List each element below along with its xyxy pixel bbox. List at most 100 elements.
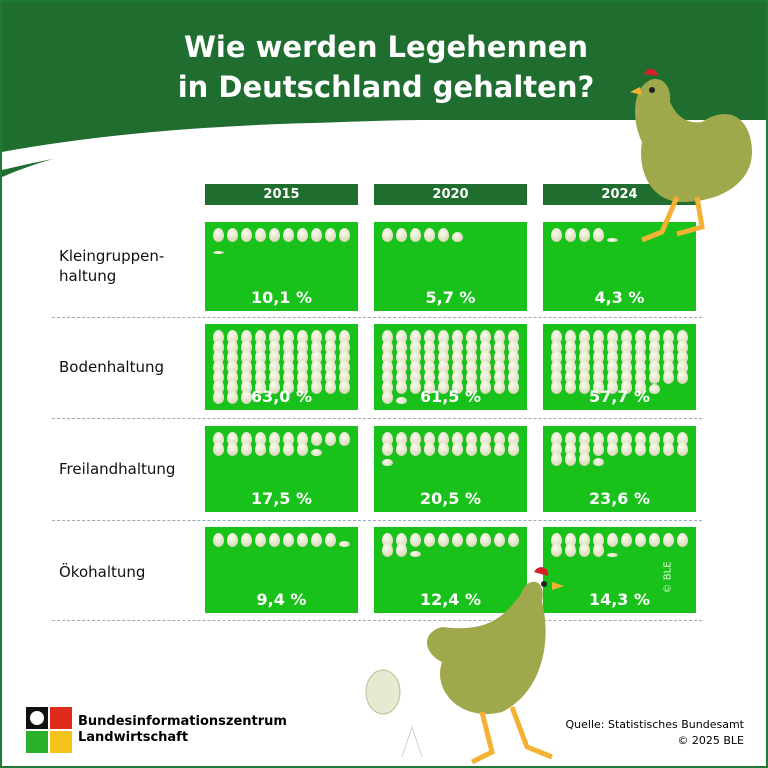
egg-mark [424, 330, 435, 344]
egg-mark [227, 228, 238, 242]
year-header-2020: 2020 [374, 184, 527, 205]
egg-mark [325, 370, 336, 384]
egg-mark [311, 340, 322, 354]
egg-mark [677, 350, 688, 364]
egg-mark [452, 232, 463, 242]
egg-mark [241, 350, 252, 364]
egg-mark [297, 370, 308, 384]
egg-mark [410, 533, 421, 547]
egg-mark [396, 350, 407, 364]
egg-mark [424, 340, 435, 354]
egg-mark [607, 380, 618, 394]
egg-mark [551, 380, 562, 394]
egg-mark [466, 432, 477, 446]
percent-label: 63,0 % [250, 387, 313, 406]
egg-mark [283, 228, 294, 242]
egg-mark [551, 370, 562, 384]
egg-mark [311, 380, 322, 394]
egg-mark [551, 360, 562, 374]
egg-mark [494, 330, 505, 344]
egg-mark [241, 228, 252, 242]
egg-mark [649, 533, 660, 547]
ble-logo-icon [26, 707, 72, 753]
percent-label: 57,7 % [588, 387, 651, 406]
egg-mark [325, 533, 336, 547]
egg-mark [283, 380, 294, 394]
egg-mark [593, 457, 604, 466]
egg-mark [579, 228, 590, 242]
egg-mark [579, 432, 590, 446]
egg-mark [311, 228, 322, 242]
egg-mark [565, 533, 576, 547]
egg-mark [677, 442, 688, 456]
percent-label: 20,5 % [419, 489, 482, 508]
egg-mark [621, 380, 632, 394]
egg-mark [438, 340, 449, 354]
egg-mark [593, 533, 604, 547]
egg-mark [438, 533, 449, 547]
egg-mark [593, 340, 604, 354]
egg-mark [494, 533, 505, 547]
egg-mark [339, 432, 350, 446]
egg-mark [579, 340, 590, 354]
egg-mark [339, 380, 350, 394]
egg-mark [213, 340, 224, 354]
percent-label: 14,3 % [588, 590, 651, 609]
egg-mark [255, 350, 266, 364]
egg-mark [579, 360, 590, 374]
egg-mark [269, 380, 280, 394]
egg-mark [396, 330, 407, 344]
egg-mark [325, 360, 336, 374]
egg-mark [410, 350, 421, 364]
egg-mark [325, 350, 336, 364]
egg-mark [241, 370, 252, 384]
egg-mark [227, 330, 238, 344]
egg-mark [325, 340, 336, 354]
egg-mark [241, 380, 252, 394]
egg-mark [508, 360, 519, 374]
egg-mark [213, 228, 224, 242]
egg-mark [593, 350, 604, 364]
row-label-kleingruppen: Kleingruppen- haltung [59, 247, 165, 285]
egg-mark [579, 380, 590, 394]
egg-mark [283, 432, 294, 446]
pictogram-box: 5,7 % [374, 222, 527, 311]
egg-mark [551, 543, 562, 557]
egg-mark [466, 533, 477, 547]
egg-mark [424, 432, 435, 446]
egg-mark [339, 360, 350, 374]
egg-mark [424, 442, 435, 456]
egg-mark [227, 533, 238, 547]
pictogram-box: 20,5 % [374, 426, 527, 512]
egg-mark [382, 533, 393, 547]
egg-mark [494, 340, 505, 354]
egg-mark [480, 370, 491, 384]
egg-mark [438, 350, 449, 364]
egg-mark [213, 432, 224, 446]
year-header-2015: 2015 [205, 184, 358, 205]
egg-mark [339, 541, 350, 547]
egg-mark [593, 432, 604, 446]
egg-mark [621, 350, 632, 364]
egg-mark [255, 432, 266, 446]
egg-mark [607, 432, 618, 446]
egg-mark [663, 340, 674, 354]
egg-mark [466, 350, 477, 364]
egg-mark [607, 360, 618, 374]
chicken-top-illustration [630, 68, 752, 243]
egg-mark [494, 432, 505, 446]
egg-mark [410, 442, 421, 456]
egg-mark [396, 442, 407, 456]
egg-mark [410, 551, 421, 557]
egg-mark [677, 533, 688, 547]
egg-mark [607, 552, 618, 557]
org-name: Bundesinformationszentrum Landwirtschaft [78, 714, 287, 746]
egg-mark [494, 350, 505, 364]
egg-mark [621, 533, 632, 547]
egg-mark [565, 380, 576, 394]
pictogram-box: 17,5 % [205, 426, 358, 512]
title-line-1: Wie werden Legehennen [183, 30, 589, 64]
egg-mark [438, 330, 449, 344]
egg-mark [663, 432, 674, 446]
